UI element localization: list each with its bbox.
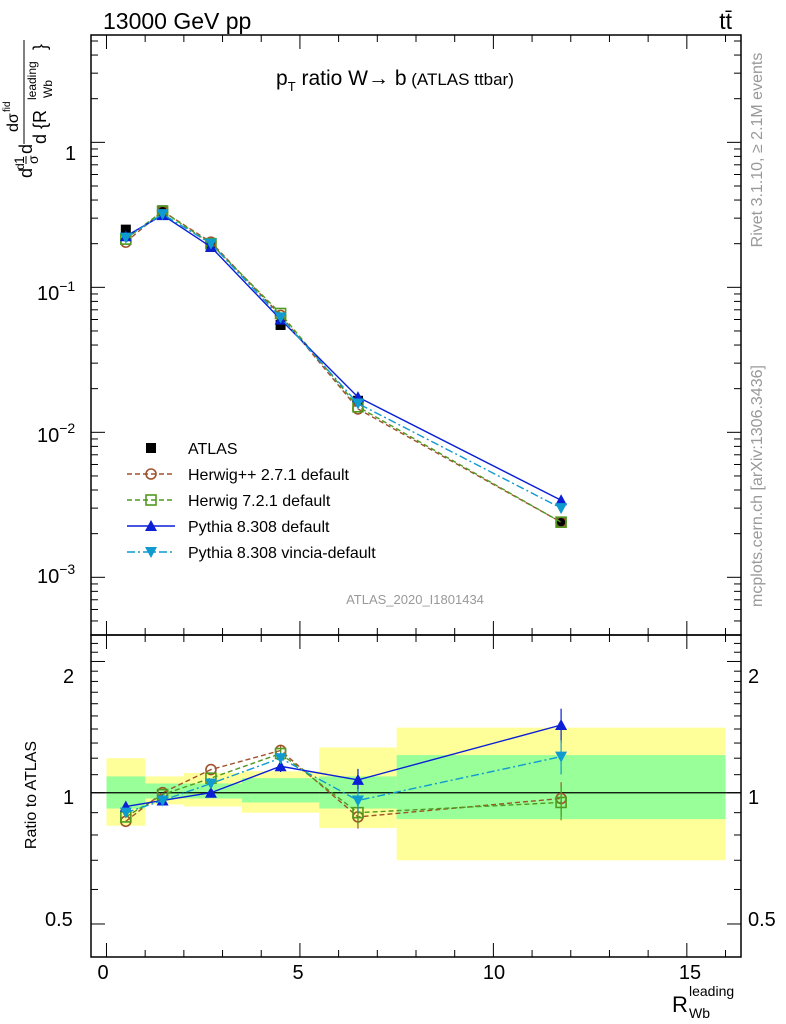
legend-label-1: Herwig++ 2.7.1 default <box>188 467 350 484</box>
svg-text:R: R <box>672 992 688 1017</box>
main-point-s4-5 <box>555 503 568 515</box>
legend-marker-1 <box>145 468 157 480</box>
svg-text:Wb: Wb <box>41 80 55 98</box>
main-plot-data <box>119 205 568 528</box>
ratio-plot-data <box>119 708 568 829</box>
ratio-point-s2-5 <box>555 718 568 730</box>
ratio-ytick-label-left-2: 2 <box>63 666 74 688</box>
legend-item-2: Herwig 7.2.1 default <box>127 493 331 510</box>
header-right: tt̄ <box>719 8 732 34</box>
x-axis-label: R leading Wb <box>672 983 734 1021</box>
main-plot-title: pT ratio W→ b (ATLAS ttbar) <box>276 67 514 94</box>
ratio-point-s2-4 <box>351 773 364 785</box>
svg-text:d {R: d {R <box>30 110 50 144</box>
xtick-label-0: 0 <box>97 962 108 984</box>
rivet-version-text: Rivet 3.1.10, ≥ 2.1M events <box>749 53 766 248</box>
ratio-ytick-label-right-2: 2 <box>748 666 759 688</box>
ratio-series-line-3 <box>125 755 562 814</box>
main-axis-ticks <box>91 40 741 636</box>
ratio-series-line-1 <box>125 752 562 818</box>
ratio-point-s3-4 <box>351 795 364 807</box>
main-point-s4-0 <box>119 232 132 244</box>
svg-text:leading: leading <box>689 983 734 999</box>
svg-text:d: d <box>16 144 36 154</box>
main-point-s0-0 <box>120 224 131 235</box>
ratio-ytick-label-right-0.5: 0.5 <box>748 909 776 931</box>
ratio-ytick-label-left-0.5: 0.5 <box>45 909 73 931</box>
main-point-s2-5 <box>555 516 567 528</box>
legend-marker-2 <box>145 494 157 506</box>
legend-label-4: Pythia 8.308 vincia-default <box>188 545 376 562</box>
ratio-bands <box>91 727 741 861</box>
svg-text:dσ: dσ <box>5 113 22 132</box>
xtick-label-15: 15 <box>679 962 701 984</box>
ytick-label-1e-2: 10−2 <box>37 420 75 447</box>
svg-text:fid: fid <box>2 101 13 112</box>
legend-item-4: Pythia 8.308 vincia-default <box>127 545 376 562</box>
ratio-y-tick-labels: 0.5 1 2 0.5 1 2 <box>45 666 776 931</box>
legend-item-1: Herwig++ 2.7.1 default <box>127 467 350 484</box>
stat-uncertainty-band-3 <box>241 778 320 803</box>
svg-text:Wb: Wb <box>689 1005 710 1021</box>
main-y-tick-labels: 10−3 10−2 10−1 1 <box>37 143 76 588</box>
legend-marker-4 <box>145 547 157 558</box>
ratio-point-s2-3 <box>274 760 287 772</box>
legend-label-2: Herwig 7.2.1 default <box>188 493 331 510</box>
ytick-label-1: 1 <box>65 143 76 165</box>
legend-marker-0 <box>146 443 156 453</box>
ytick-label-1e-3: 10−3 <box>37 561 75 588</box>
x-tick-labels: 0 5 10 15 <box>97 962 701 984</box>
legend: ATLAS Herwig++ 2.7.1 default Herwig 7.2.1 … <box>127 441 376 562</box>
main-point-s4-4 <box>351 398 364 410</box>
main-point-s4-2 <box>204 238 217 250</box>
mcplots-source-text: mcplots.cern.ch [arXiv:1306.3436] <box>749 365 766 607</box>
ratio-axis-ticks <box>91 642 741 925</box>
ratio-y-axis-label: Ratio to ATLAS <box>23 741 40 849</box>
main-point-s0-3 <box>275 319 286 330</box>
ratio-point-s3-1 <box>156 795 169 807</box>
ratio-point-s3-5 <box>555 751 568 763</box>
main-point-s3-5 <box>555 494 568 506</box>
ytick-label-1e-1: 10−1 <box>37 278 75 305</box>
svg-text:σ: σ <box>25 155 41 164</box>
x-axis-ticks <box>105 35 727 957</box>
ratio-point-s3-0 <box>119 807 132 819</box>
ratio-ytick-label-left-1: 1 <box>63 787 74 809</box>
xtick-label-10: 10 <box>483 962 505 984</box>
ratio-point-s2-2 <box>204 786 217 798</box>
ratio-point-s3-2 <box>204 778 217 790</box>
legend-item-3: Pythia 8.308 default <box>127 519 330 536</box>
ratio-point-s0-2 <box>205 763 217 776</box>
ratio-point-s1-5 <box>555 796 567 809</box>
main-point-s4-1 <box>156 209 169 221</box>
legend-marker-3 <box>145 520 157 531</box>
main-series-line-2 <box>125 210 562 523</box>
ratio-ytick-label-right-1: 1 <box>748 787 759 809</box>
header-left: 13000 GeV pp <box>103 8 251 34</box>
ratio-series-line-2 <box>125 724 562 808</box>
svg-text:}: } <box>30 44 50 50</box>
svg-text:1: 1 <box>11 156 27 164</box>
legend-label-0: ATLAS <box>188 441 238 458</box>
analysis-watermark: ATLAS_2020_I1801434 <box>346 592 484 607</box>
main-point-s4-3 <box>274 312 287 324</box>
legend-label-3: Pythia 8.308 default <box>188 519 330 536</box>
ratio-series-line-0 <box>125 749 562 822</box>
svg-text:d: d <box>16 168 36 178</box>
xtick-label-5: 5 <box>292 962 303 984</box>
svg-text:d: d <box>13 163 27 170</box>
main-y-axis-label: d d 1 σ d dσ fid d {R leading Wb } <box>2 40 55 178</box>
main-series-line-4 <box>125 213 562 509</box>
legend-item-0: ATLAS <box>146 441 238 458</box>
ratio-point-s3-3 <box>274 753 287 765</box>
svg-text:leading: leading <box>25 61 39 100</box>
